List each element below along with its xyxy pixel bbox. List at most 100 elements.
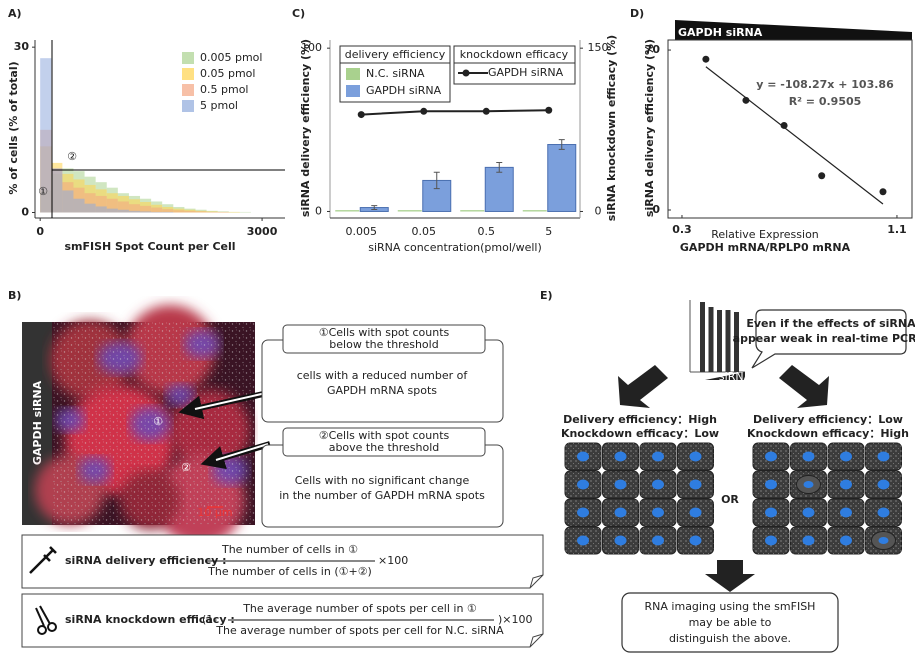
cell-nucleus (877, 479, 890, 490)
legend-swatch (346, 68, 360, 80)
cell-nucleus (689, 479, 702, 490)
x-axis-label: Relative Expression (711, 228, 819, 241)
histogram-bar (128, 204, 141, 213)
legend-swatch (182, 100, 194, 112)
case-label: Knockdown efficacy：High (747, 427, 909, 440)
cell-nucleus (840, 535, 852, 546)
conclusion-box (621, 592, 839, 653)
legend-marker (462, 69, 470, 77)
x-axis-sublabel: GAPDH mRNA/RPLP0 mRNA (680, 241, 851, 254)
cell-nucleus (765, 451, 777, 462)
chart-title: GAPDH siRNA (678, 26, 763, 39)
mini-wedge (705, 372, 745, 380)
legend-box (453, 45, 576, 85)
y-tick-label: 30 (14, 40, 30, 53)
cell-nucleus (614, 479, 627, 490)
x-axis-label: smFISH Spot Count per Cell (64, 240, 235, 253)
histogram-bar (151, 207, 163, 213)
histogram-bar (151, 211, 163, 213)
histogram-bar (84, 193, 96, 213)
cell-marker: ② (181, 461, 191, 474)
callout-heading-text: ②Cells with spot counts (319, 429, 450, 442)
y2-tick-label: 150 (588, 41, 609, 54)
histogram-bar (95, 206, 107, 213)
cell-nucleus (840, 479, 852, 490)
callout-body-text: in the number of GAPDH mRNA spots (279, 489, 485, 502)
scatter-point (818, 172, 826, 180)
cell-nucleus (765, 535, 777, 546)
scatter-point (780, 121, 788, 129)
legend-label: 5 pmol (200, 99, 238, 112)
cell-nucleus (802, 451, 815, 462)
speckle (52, 322, 255, 525)
scissors-icon (35, 605, 51, 627)
y2-axis-label: siRNA knockdown efficacy (%) (605, 35, 618, 221)
bubble-text: Even if the effects of siRNA (746, 317, 915, 330)
x-tick-label: 5 (545, 225, 552, 238)
r-squared: R² = 0.9505 (789, 95, 862, 108)
histogram-bar (173, 210, 185, 213)
histogram-bar (140, 211, 152, 213)
legend-swatch (182, 68, 194, 80)
bar (522, 210, 547, 212)
formula-denominator: The number of cells in (①+②) (207, 565, 372, 578)
histogram-bar (228, 211, 240, 213)
cell-nucleus (652, 479, 664, 490)
pointer-arrow-core (215, 443, 269, 461)
scatter-point (879, 188, 887, 196)
histogram-bar (84, 203, 96, 213)
histogram-bar (195, 211, 207, 213)
line-marker (357, 111, 365, 119)
x-tick-label: 0.3 (672, 223, 692, 236)
panel-label: A) (8, 7, 22, 20)
cell-nucleus (577, 507, 589, 518)
x-tick-label: 1.1 (887, 223, 907, 236)
cell-nucleus (765, 479, 777, 490)
histogram-bar (106, 198, 118, 213)
histogram-bar (239, 211, 251, 213)
cell-nucleus (652, 535, 664, 546)
cell-nucleus (877, 451, 890, 462)
legend-label: N.C. siRNA (366, 67, 425, 80)
cell-nucleus (614, 451, 627, 462)
plot-frame (667, 39, 913, 219)
y-axis-label: siRNA delivery efficiency (%) (643, 39, 656, 217)
pointer-arrow-core (194, 392, 267, 410)
histogram-bar (162, 211, 174, 213)
histogram-bar (162, 209, 174, 213)
scissors-icon (47, 622, 57, 632)
histogram-bar (128, 210, 141, 213)
mini-bar (708, 307, 714, 372)
histogram-bar (106, 208, 118, 213)
syringe-icon (29, 546, 57, 574)
scatter-point (702, 55, 710, 63)
mini-bar (734, 312, 739, 372)
scissors-icon (37, 625, 47, 635)
callout-heading (282, 427, 486, 457)
legend-label: 0.05 pmol (200, 67, 255, 80)
annotation: ② (67, 150, 77, 163)
separator: OR (721, 493, 739, 506)
image-label: GAPDH siRNA (31, 380, 44, 465)
callout-body-text: GAPDH mRNA spots (327, 384, 437, 397)
panel-label: B) (8, 289, 21, 302)
legend-label: GAPDH siRNA (366, 84, 442, 97)
callout-heading-text: ①Cells with spot counts (319, 326, 450, 339)
cell-nucleus (689, 507, 702, 518)
mini-bar (717, 310, 722, 372)
x-tick-label: 0.5 (478, 225, 496, 238)
cell-nucleus (840, 507, 852, 518)
legend-swatch (182, 52, 194, 64)
cell-nucleus (840, 451, 852, 462)
bar (397, 210, 422, 212)
cell-nucleus (577, 451, 589, 462)
histogram-bar (140, 205, 152, 213)
error-bar (371, 205, 378, 211)
callout-heading-text: above the threshold (329, 441, 440, 454)
cell-nucleus (652, 507, 664, 518)
legend-label: GAPDH siRNA (488, 66, 564, 79)
mini-chart-label: siRNA (719, 370, 752, 383)
formula-numerator: The number of cells in ① (221, 543, 358, 556)
cell-nucleus (614, 507, 627, 518)
callout-heading (282, 324, 486, 354)
